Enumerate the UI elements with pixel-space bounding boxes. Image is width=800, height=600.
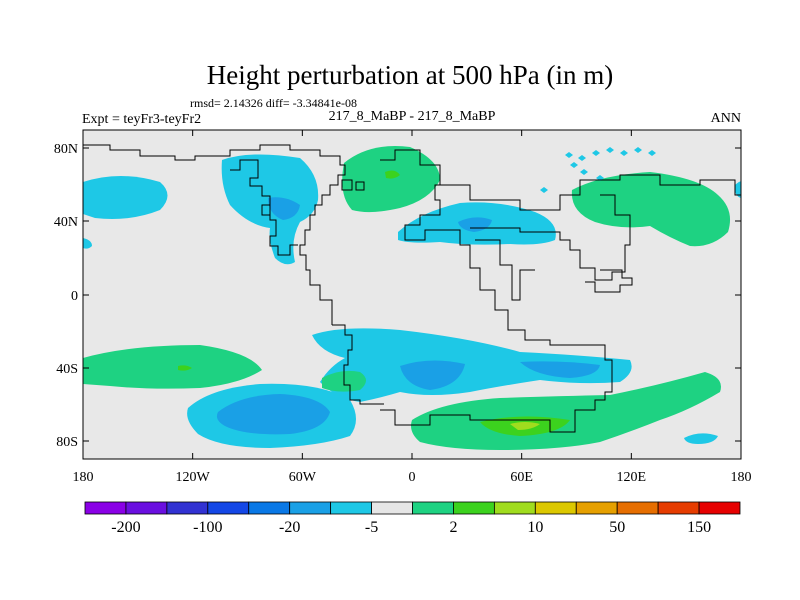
coastline-asia <box>440 174 741 211</box>
lon-tick-label: 180 <box>73 470 94 485</box>
subtitle-center: 217_8_MaBP - 217_8_MaBP <box>329 109 496 124</box>
neg-region-na-core <box>268 197 300 220</box>
colorbar-swatch <box>330 501 372 515</box>
colorbar-swatch <box>616 501 659 515</box>
lon-tick-label: 180 <box>731 470 752 485</box>
colorbar-swatch <box>698 501 741 515</box>
colorbar-swatch <box>248 501 291 515</box>
colorbar-swatch <box>125 501 168 515</box>
coastline-antarctica <box>380 409 410 426</box>
colorbar-swatch <box>493 501 536 515</box>
lon-tick-label: 60W <box>289 470 317 485</box>
colorbar <box>84 501 741 515</box>
speckle-1 <box>565 152 573 158</box>
neg-region-south-atlantic-core <box>400 360 465 390</box>
neg-region-east-edge <box>734 181 741 198</box>
speckle-3 <box>592 150 600 156</box>
lat-tick-label: 40N <box>54 215 78 230</box>
pos-region-north-atlantic <box>342 146 440 213</box>
stats-text: rmsd= 2.14326 diff= -3.34841e-08 <box>190 96 357 110</box>
colorbar-swatch <box>207 501 250 515</box>
neg-region-southeast-speck <box>684 433 718 444</box>
neg-region-pacific-north <box>83 176 168 219</box>
coastline-europe-africa <box>380 149 613 433</box>
speckle-10 <box>540 187 548 193</box>
colorbar-swatch <box>412 501 454 515</box>
speckle-5 <box>620 150 628 156</box>
subtitle-right: ANN <box>711 111 741 126</box>
speckle-2 <box>578 155 586 161</box>
colorbar-swatch <box>166 501 209 515</box>
neg-region-south-pacific-core <box>216 394 330 435</box>
lat-tick-label: 40S <box>56 362 78 377</box>
coastline-south-america <box>332 324 384 405</box>
colorbar-swatch <box>453 501 495 515</box>
speckle-8 <box>580 169 588 175</box>
lon-tick-label: 120E <box>617 470 647 485</box>
coastlines <box>83 144 741 433</box>
colorbar-label: 10 <box>527 519 543 536</box>
colorbar-swatch <box>575 501 618 515</box>
colorbar-label: 50 <box>609 519 625 536</box>
pos-region-south-pacific-west-core <box>178 365 192 371</box>
lat-tick-label: 80S <box>56 435 78 450</box>
neg-region-west-edge <box>83 238 92 249</box>
colorbar-label: -20 <box>279 519 300 536</box>
colorbar-label: 150 <box>687 519 711 536</box>
lon-tick-label: 60E <box>510 470 533 485</box>
colorbar-swatch <box>371 501 413 515</box>
positive-anomaly-regions <box>83 146 731 450</box>
colorbar-label: 2 <box>449 519 457 536</box>
coastline-southeast-asia <box>585 269 633 293</box>
neg-region-south-indian-core <box>520 361 600 378</box>
colorbar-swatch <box>534 501 577 515</box>
latitude-axis: 80N 40N 0 40S 80S <box>54 142 741 450</box>
speckle-4 <box>606 147 614 153</box>
coastline-greenland-na <box>83 144 346 325</box>
lat-tick-label: 80N <box>54 142 78 157</box>
speckle-11 <box>570 162 578 168</box>
subtitle-left: Expt = teyFr3-teyFr2 <box>82 112 201 127</box>
colorbar-label: -200 <box>111 519 140 536</box>
speckle-6 <box>634 147 642 153</box>
figure-title: Height perturbation at 500 hPa (in m) <box>207 60 613 90</box>
coastline-island-2 <box>261 204 271 216</box>
arctic-speckle <box>540 147 656 193</box>
pos-region-southern-ocean-yellow <box>510 422 540 430</box>
colorbar-swatch <box>84 501 127 515</box>
colorbar-label: -100 <box>193 519 222 536</box>
coastline-india <box>475 239 535 301</box>
lat-tick-label: 0 <box>71 289 78 304</box>
colorbar-swatch <box>289 501 332 515</box>
lon-tick-label: 120W <box>176 470 211 485</box>
map-plot-area <box>83 130 741 459</box>
lon-tick-label: 0 <box>409 470 416 485</box>
pos-region-southeast-small <box>640 390 662 399</box>
pos-region-north-atlantic-core <box>385 170 400 179</box>
coastline-island-3 <box>355 181 365 191</box>
colorbar-label: -5 <box>365 519 378 536</box>
negative-anomaly-regions <box>83 154 741 448</box>
neg-region-south-atlantic-band <box>312 328 632 402</box>
longitude-axis: 180 120W 60W 0 60E 120E 180 <box>73 130 752 485</box>
colorbar-swatch <box>657 501 700 515</box>
colorbar-labels: -200 -100 -20 -5 2 10 50 150 <box>111 519 711 536</box>
speckle-7 <box>648 150 656 156</box>
coastline-island-1 <box>341 179 353 191</box>
pos-region-south-pacific-west <box>83 345 262 389</box>
coastline-asia-inner <box>470 194 631 281</box>
pos-region-siberia <box>571 172 731 247</box>
